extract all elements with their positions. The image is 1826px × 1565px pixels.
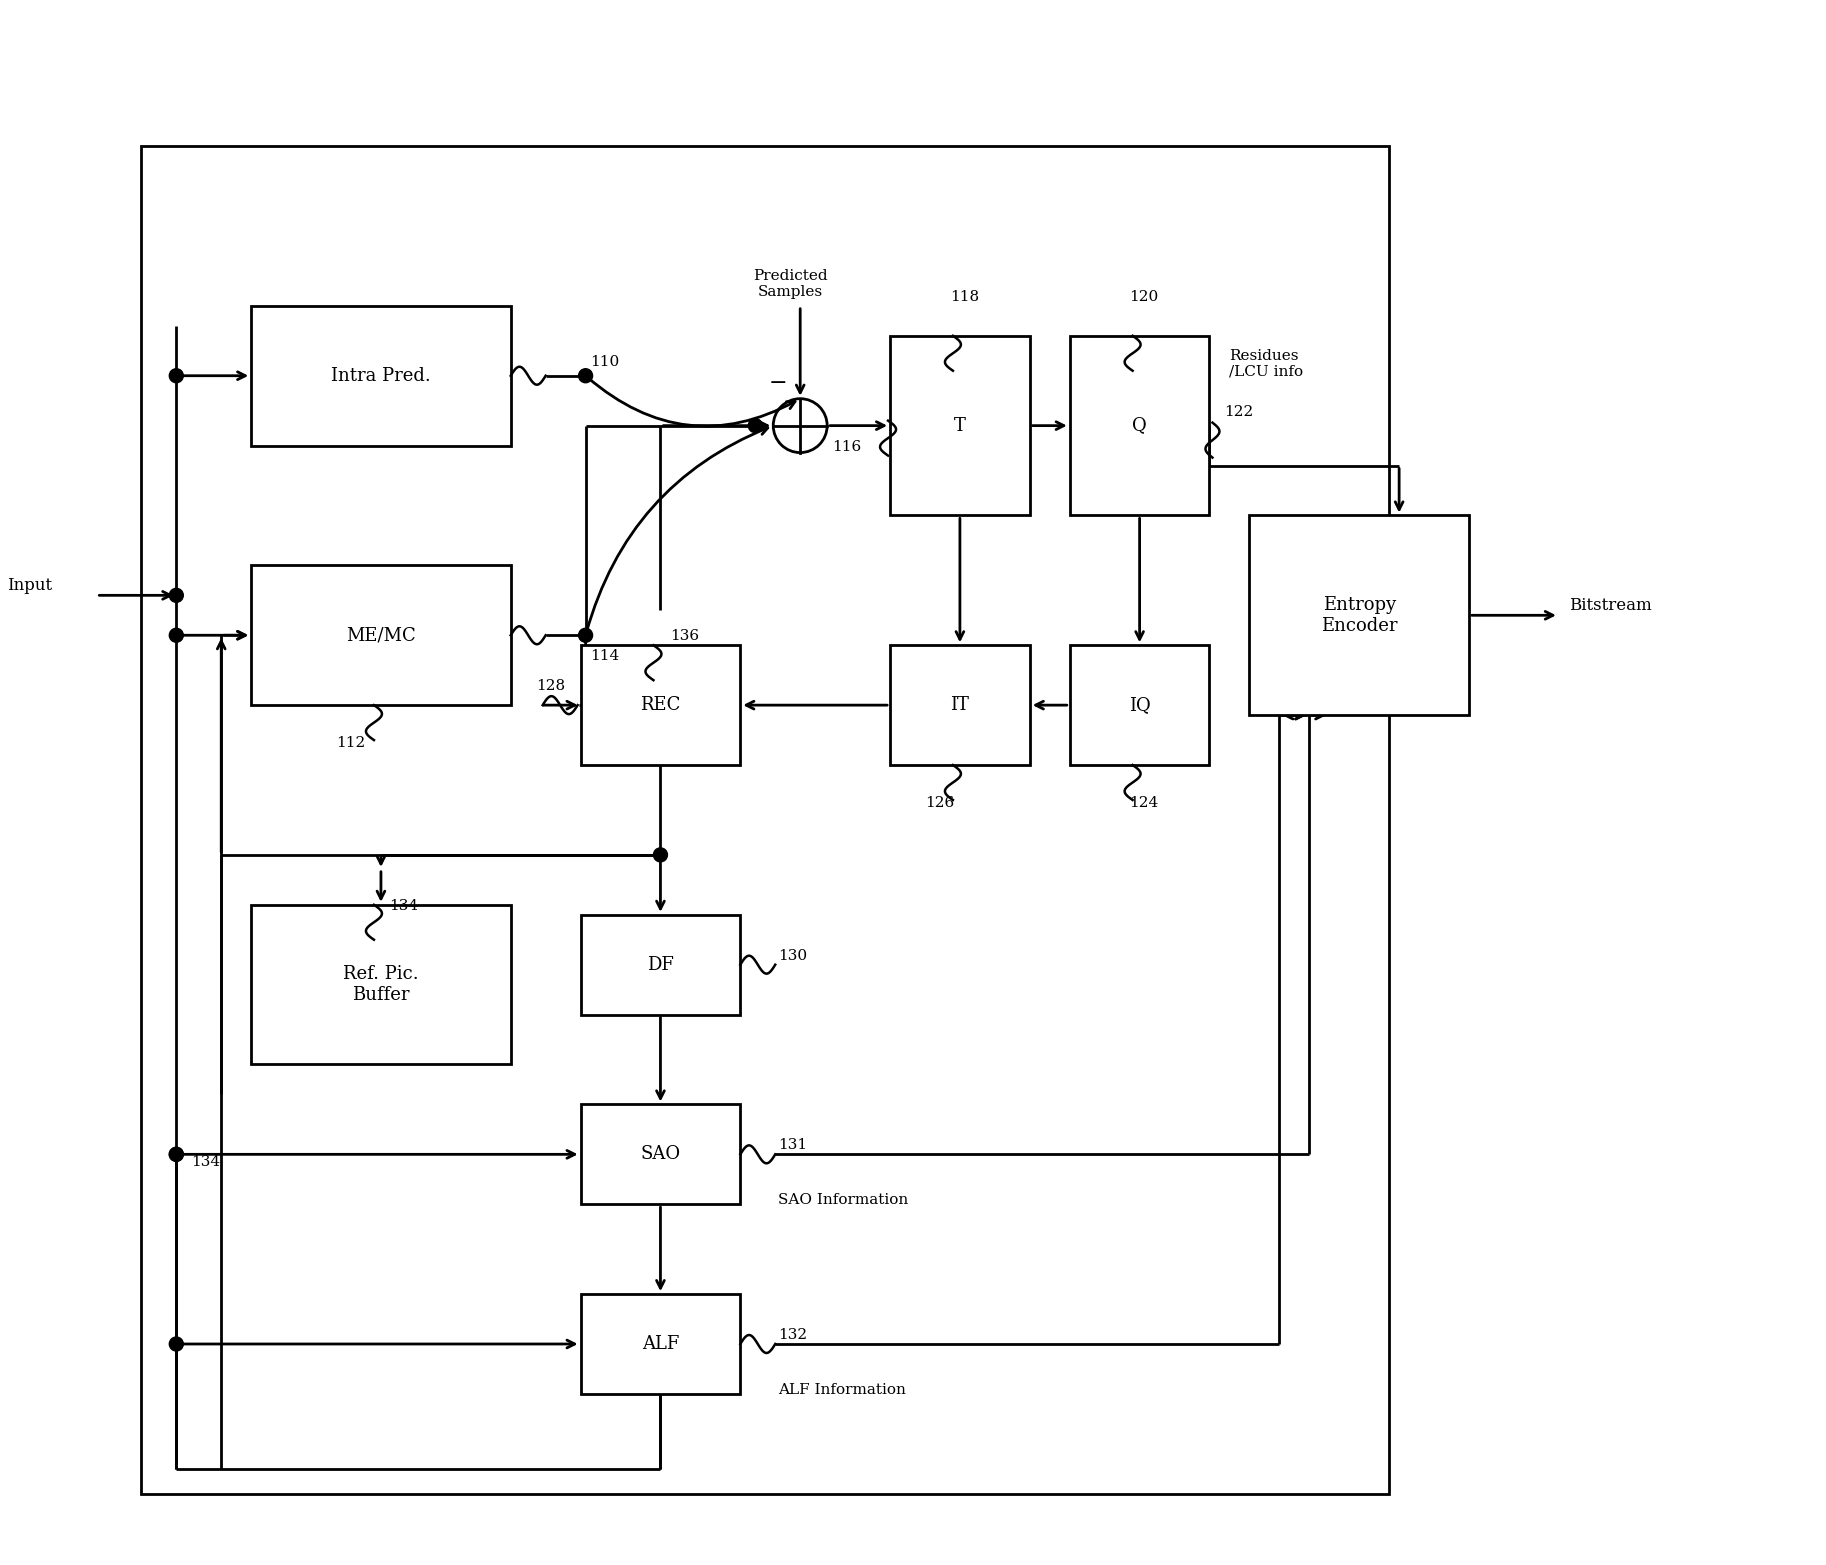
Text: ALF: ALF (641, 1335, 679, 1354)
Text: Residues
/LCU info: Residues /LCU info (1229, 349, 1304, 379)
FancyBboxPatch shape (581, 1105, 740, 1203)
Text: 110: 110 (590, 355, 619, 369)
Text: 132: 132 (778, 1329, 807, 1343)
FancyBboxPatch shape (889, 336, 1030, 515)
FancyBboxPatch shape (252, 905, 511, 1064)
Text: 114: 114 (590, 649, 619, 664)
Text: 134: 134 (389, 898, 418, 912)
Text: IQ: IQ (1128, 696, 1150, 714)
Text: Intra Pred.: Intra Pred. (331, 366, 431, 385)
Circle shape (170, 1337, 183, 1351)
Text: 112: 112 (336, 736, 365, 750)
Text: 120: 120 (1130, 290, 1160, 304)
Circle shape (579, 628, 593, 642)
Text: IT: IT (951, 696, 970, 714)
Text: 130: 130 (778, 948, 807, 962)
Text: T: T (953, 416, 966, 435)
FancyBboxPatch shape (1249, 515, 1468, 715)
Text: Q: Q (1132, 416, 1147, 435)
Circle shape (170, 1147, 183, 1161)
FancyBboxPatch shape (581, 1294, 740, 1394)
Text: 131: 131 (778, 1138, 807, 1152)
Text: Input: Input (7, 577, 51, 595)
Text: REC: REC (641, 696, 681, 714)
Text: Bitstream: Bitstream (1569, 598, 1651, 615)
FancyBboxPatch shape (252, 305, 511, 446)
Circle shape (170, 588, 183, 603)
Text: 116: 116 (833, 440, 862, 454)
FancyBboxPatch shape (141, 146, 1390, 1493)
Circle shape (170, 1147, 183, 1161)
Text: 124: 124 (1130, 797, 1160, 811)
Text: ME/MC: ME/MC (347, 626, 416, 645)
Circle shape (749, 419, 761, 432)
Text: SAO Information: SAO Information (778, 1193, 909, 1207)
Text: 136: 136 (670, 629, 699, 643)
Text: Ref. Pic.
Buffer: Ref. Pic. Buffer (343, 966, 418, 1005)
Text: SAO: SAO (641, 1146, 681, 1163)
FancyBboxPatch shape (581, 916, 740, 1014)
FancyBboxPatch shape (1070, 645, 1209, 765)
Text: ALF Information: ALF Information (778, 1383, 906, 1398)
FancyBboxPatch shape (252, 565, 511, 706)
Text: 122: 122 (1225, 405, 1254, 419)
Circle shape (579, 369, 593, 383)
Text: 126: 126 (926, 797, 955, 811)
Text: Predicted
Samples: Predicted Samples (752, 269, 827, 299)
FancyBboxPatch shape (1070, 336, 1209, 515)
Text: −: − (769, 372, 787, 394)
Text: 128: 128 (535, 679, 564, 693)
Text: 118: 118 (950, 290, 979, 304)
FancyBboxPatch shape (889, 645, 1030, 765)
Text: Entropy
Encoder: Entropy Encoder (1320, 596, 1397, 635)
Circle shape (170, 628, 183, 642)
Circle shape (654, 848, 668, 862)
Text: 134: 134 (192, 1155, 221, 1169)
Circle shape (170, 369, 183, 383)
Text: DF: DF (646, 956, 674, 973)
FancyBboxPatch shape (581, 645, 740, 765)
